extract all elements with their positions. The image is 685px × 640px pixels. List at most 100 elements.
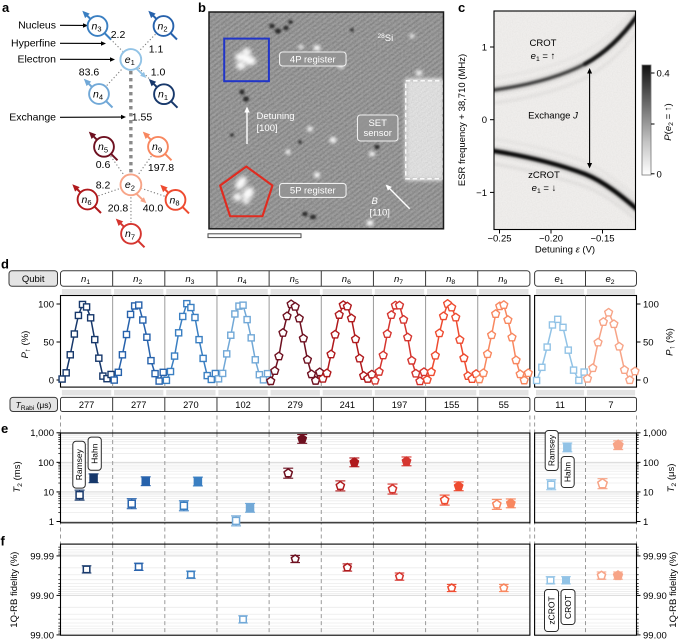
svg-text:Electron: Electron [17, 54, 56, 66]
svg-text:n2: n2 [157, 20, 167, 33]
svg-text:Hyperfine: Hyperfine [11, 38, 56, 50]
svg-text:a: a [2, 0, 10, 15]
svg-text:197: 197 [392, 400, 408, 410]
svg-text:n8: n8 [169, 194, 179, 207]
svg-text:1.0: 1.0 [151, 67, 166, 79]
svg-text:99.99: 99.99 [30, 551, 54, 562]
svg-text:0: 0 [482, 115, 487, 126]
svg-text:d: d [1, 257, 9, 272]
svg-text:e2: e2 [125, 179, 135, 192]
svg-text:279: 279 [287, 400, 303, 410]
svg-text:4P register: 4P register [290, 54, 336, 65]
svg-text:n8: n8 [446, 274, 455, 286]
svg-text:5P register: 5P register [290, 186, 336, 197]
svg-text:CROT: CROT [530, 38, 557, 49]
svg-text:n2: n2 [133, 274, 142, 286]
svg-text:0: 0 [49, 375, 54, 386]
svg-text:155: 155 [444, 400, 460, 410]
svg-text:99.00: 99.00 [30, 630, 54, 640]
svg-text:2.2: 2.2 [111, 29, 126, 41]
svg-text:277: 277 [79, 400, 95, 410]
svg-text:T2 (μs): T2 (μs) [666, 464, 678, 493]
svg-text:0.4: 0.4 [657, 69, 670, 80]
svg-text:Ramsey: Ramsey [547, 434, 557, 466]
svg-text:B: B [372, 196, 379, 207]
svg-text:−0.15: −0.15 [590, 234, 614, 245]
svg-text:1,000: 1,000 [643, 428, 667, 439]
svg-text:e2: e2 [605, 274, 614, 286]
svg-text:−0.20: −0.20 [539, 234, 563, 245]
svg-text:1Q-RB fidelity (%): 1Q-RB fidelity (%) [668, 552, 679, 628]
svg-text:99.90: 99.90 [30, 591, 54, 602]
svg-text:1.1: 1.1 [149, 44, 164, 56]
svg-text:n6: n6 [81, 194, 91, 207]
svg-text:P↑ (%): P↑ (%) [665, 328, 677, 356]
svg-text:CROT: CROT [563, 595, 573, 619]
svg-text:1.55: 1.55 [132, 112, 153, 124]
svg-text:Ramsey: Ramsey [74, 448, 84, 480]
svg-text:Qubit: Qubit [22, 274, 45, 285]
svg-text:100: 100 [38, 299, 54, 310]
svg-text:n3: n3 [185, 274, 194, 286]
svg-text:83.6: 83.6 [79, 67, 100, 79]
svg-text:n7: n7 [394, 274, 403, 286]
svg-text:[110]: [110] [370, 208, 390, 219]
svg-text:n4: n4 [93, 88, 103, 101]
svg-text:zCROT: zCROT [547, 596, 557, 624]
svg-text:n1: n1 [158, 89, 168, 102]
svg-text:ESR frequency + 38,710 (MHz): ESR frequency + 38,710 (MHz) [457, 54, 468, 186]
svg-text:0.6: 0.6 [96, 159, 111, 171]
svg-text:1: 1 [643, 517, 648, 528]
svg-text:40.0: 40.0 [143, 203, 164, 215]
svg-text:0: 0 [643, 375, 648, 386]
svg-text:Exchange: Exchange [9, 112, 56, 124]
svg-text:7: 7 [608, 400, 613, 410]
svg-text:−1: −1 [476, 188, 487, 199]
svg-text:102: 102 [235, 400, 251, 410]
svg-text:n6: n6 [342, 274, 351, 286]
svg-text:8.2: 8.2 [96, 180, 111, 192]
svg-text:270: 270 [183, 400, 199, 410]
svg-text:SET: SET [368, 118, 387, 129]
svg-text:n5: n5 [98, 141, 108, 154]
svg-text:1: 1 [49, 517, 54, 528]
svg-text:100: 100 [643, 299, 659, 310]
svg-text:10: 10 [43, 487, 54, 498]
svg-text:99.90: 99.90 [643, 591, 667, 602]
svg-text:50: 50 [643, 337, 654, 348]
svg-text:1,000: 1,000 [30, 428, 54, 439]
svg-text:[100]: [100] [257, 123, 278, 134]
svg-text:e1 = ↓: e1 = ↓ [532, 183, 557, 195]
svg-text:b: b [198, 0, 206, 15]
svg-text:n9: n9 [498, 274, 507, 286]
svg-text:c: c [458, 0, 465, 15]
svg-text:100: 100 [38, 458, 54, 469]
svg-text:n1: n1 [81, 274, 90, 286]
svg-text:100: 100 [643, 458, 659, 469]
svg-text:1: 1 [482, 42, 487, 53]
svg-text:T2 (ms): T2 (ms) [12, 461, 24, 492]
svg-text:50: 50 [43, 337, 54, 348]
svg-text:TRabi (μs): TRabi (μs) [16, 400, 52, 412]
svg-text:99.00: 99.00 [643, 630, 667, 640]
svg-text:n5: n5 [290, 274, 299, 286]
svg-text:277: 277 [131, 400, 147, 410]
svg-text:197.8: 197.8 [148, 162, 174, 174]
svg-text:Nucleus: Nucleus [18, 20, 56, 32]
svg-text:n3: n3 [91, 20, 101, 33]
svg-text:−0.25: −0.25 [487, 234, 511, 245]
svg-text:10: 10 [643, 487, 654, 498]
svg-text:P↑ (%): P↑ (%) [20, 331, 32, 359]
svg-text:0: 0 [657, 169, 662, 180]
svg-text:sensor: sensor [363, 128, 392, 139]
svg-text:241: 241 [340, 400, 356, 410]
svg-text:e1: e1 [554, 274, 563, 286]
svg-text:P(e2 = ↑): P(e2 = ↑) [663, 103, 675, 140]
svg-text:e: e [1, 421, 8, 436]
svg-text:e1: e1 [125, 54, 135, 67]
svg-text:1Q-RB fidelity (%): 1Q-RB fidelity (%) [9, 552, 20, 628]
svg-text:n9: n9 [152, 141, 162, 154]
svg-text:99.99: 99.99 [643, 551, 667, 562]
svg-text:zCROT: zCROT [528, 170, 560, 181]
svg-text:11: 11 [555, 400, 565, 410]
